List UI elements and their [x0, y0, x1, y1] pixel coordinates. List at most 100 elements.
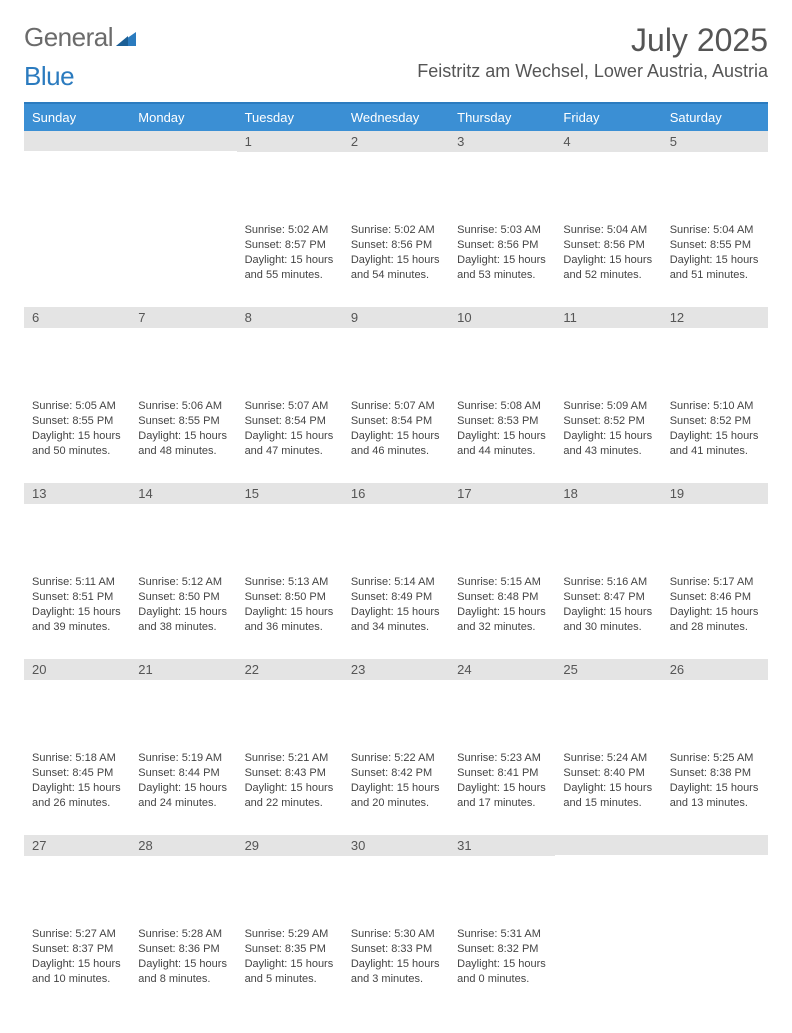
- day-cell-body: Sunrise: 5:30 AMSunset: 8:33 PMDaylight:…: [343, 923, 449, 996]
- day-content-row: Sunrise: 5:27 AMSunset: 8:37 PMDaylight:…: [24, 923, 768, 1011]
- day-number-row: 20212223242526: [24, 659, 768, 747]
- sunrise-line: Sunrise: 5:27 AM: [32, 927, 122, 942]
- day-cell: Sunrise: 5:06 AMSunset: 8:55 PMDaylight:…: [130, 395, 236, 483]
- sunrise-line: Sunrise: 5:19 AM: [138, 751, 228, 766]
- day-number: 27: [24, 835, 130, 856]
- month-title: July 2025: [417, 22, 768, 59]
- day-cell: Sunrise: 5:22 AMSunset: 8:42 PMDaylight:…: [343, 747, 449, 835]
- day-number: 14: [130, 483, 236, 504]
- sunrise-line: Sunrise: 5:02 AM: [245, 223, 335, 238]
- daylight-line: Daylight: 15 hours and 55 minutes.: [245, 253, 335, 283]
- day-cell: Sunrise: 5:30 AMSunset: 8:33 PMDaylight:…: [343, 923, 449, 1011]
- day-cell: Sunrise: 5:12 AMSunset: 8:50 PMDaylight:…: [130, 571, 236, 659]
- day-number: 6: [24, 307, 130, 328]
- sunrise-line: Sunrise: 5:30 AM: [351, 927, 441, 942]
- day-cell: Sunrise: 5:28 AMSunset: 8:36 PMDaylight:…: [130, 923, 236, 1011]
- day-number: 12: [662, 307, 768, 328]
- day-cell-body: Sunrise: 5:13 AMSunset: 8:50 PMDaylight:…: [237, 571, 343, 644]
- day-cell-body: Sunrise: 5:27 AMSunset: 8:37 PMDaylight:…: [24, 923, 130, 996]
- day-number-cell: [130, 131, 236, 219]
- day-cell-body: Sunrise: 5:18 AMSunset: 8:45 PMDaylight:…: [24, 747, 130, 820]
- day-cell: Sunrise: 5:07 AMSunset: 8:54 PMDaylight:…: [237, 395, 343, 483]
- sunset-line: Sunset: 8:33 PM: [351, 942, 441, 957]
- day-number-cell: 7: [130, 307, 236, 395]
- day-number-cell: 9: [343, 307, 449, 395]
- day-number: 26: [662, 659, 768, 680]
- day-cell: Sunrise: 5:17 AMSunset: 8:46 PMDaylight:…: [662, 571, 768, 659]
- day-number: 2: [343, 131, 449, 152]
- sunset-line: Sunset: 8:36 PM: [138, 942, 228, 957]
- sunset-line: Sunset: 8:45 PM: [32, 766, 122, 781]
- day-number-row: 12345: [24, 131, 768, 219]
- day-header: Wednesday: [343, 103, 449, 131]
- calendar-head: SundayMondayTuesdayWednesdayThursdayFrid…: [24, 103, 768, 131]
- day-cell: [130, 219, 236, 307]
- sunset-line: Sunset: 8:40 PM: [563, 766, 653, 781]
- daylight-line: Daylight: 15 hours and 47 minutes.: [245, 429, 335, 459]
- day-number: 30: [343, 835, 449, 856]
- sunset-line: Sunset: 8:46 PM: [670, 590, 760, 605]
- location-text: Feistritz am Wechsel, Lower Austria, Aus…: [417, 61, 768, 82]
- day-cell-body: Sunrise: 5:17 AMSunset: 8:46 PMDaylight:…: [662, 571, 768, 644]
- sunrise-line: Sunrise: 5:29 AM: [245, 927, 335, 942]
- daylight-line: Daylight: 15 hours and 0 minutes.: [457, 957, 547, 987]
- day-cell: Sunrise: 5:08 AMSunset: 8:53 PMDaylight:…: [449, 395, 555, 483]
- daylight-line: Daylight: 15 hours and 3 minutes.: [351, 957, 441, 987]
- sunset-line: Sunset: 8:41 PM: [457, 766, 547, 781]
- day-cell-body: Sunrise: 5:14 AMSunset: 8:49 PMDaylight:…: [343, 571, 449, 644]
- logo-triangle-icon: [116, 22, 136, 53]
- sunset-line: Sunset: 8:56 PM: [457, 238, 547, 253]
- day-number-cell: 8: [237, 307, 343, 395]
- day-cell: Sunrise: 5:04 AMSunset: 8:56 PMDaylight:…: [555, 219, 661, 307]
- day-cell-body: Sunrise: 5:02 AMSunset: 8:56 PMDaylight:…: [343, 219, 449, 292]
- day-number: 15: [237, 483, 343, 504]
- day-number: 17: [449, 483, 555, 504]
- sunrise-line: Sunrise: 5:04 AM: [563, 223, 653, 238]
- sunrise-line: Sunrise: 5:06 AM: [138, 399, 228, 414]
- day-number-cell: 3: [449, 131, 555, 219]
- day-number-cell: 20: [24, 659, 130, 747]
- day-cell: Sunrise: 5:25 AMSunset: 8:38 PMDaylight:…: [662, 747, 768, 835]
- day-cell: Sunrise: 5:31 AMSunset: 8:32 PMDaylight:…: [449, 923, 555, 1011]
- day-number-cell: 2: [343, 131, 449, 219]
- sunset-line: Sunset: 8:55 PM: [32, 414, 122, 429]
- day-cell: Sunrise: 5:15 AMSunset: 8:48 PMDaylight:…: [449, 571, 555, 659]
- day-number-cell: 19: [662, 483, 768, 571]
- day-number: 4: [555, 131, 661, 152]
- day-number: 24: [449, 659, 555, 680]
- day-number-cell: 25: [555, 659, 661, 747]
- sunrise-line: Sunrise: 5:02 AM: [351, 223, 441, 238]
- day-cell-body: Sunrise: 5:29 AMSunset: 8:35 PMDaylight:…: [237, 923, 343, 996]
- sunset-line: Sunset: 8:55 PM: [138, 414, 228, 429]
- day-cell: Sunrise: 5:05 AMSunset: 8:55 PMDaylight:…: [24, 395, 130, 483]
- day-number-cell: 6: [24, 307, 130, 395]
- day-number: 11: [555, 307, 661, 328]
- daylight-line: Daylight: 15 hours and 38 minutes.: [138, 605, 228, 635]
- day-number-cell: 10: [449, 307, 555, 395]
- day-header: Monday: [130, 103, 236, 131]
- sunrise-line: Sunrise: 5:14 AM: [351, 575, 441, 590]
- day-header: Tuesday: [237, 103, 343, 131]
- daylight-line: Daylight: 15 hours and 8 minutes.: [138, 957, 228, 987]
- sunset-line: Sunset: 8:52 PM: [563, 414, 653, 429]
- sunset-line: Sunset: 8:50 PM: [245, 590, 335, 605]
- day-number: 21: [130, 659, 236, 680]
- day-cell: Sunrise: 5:24 AMSunset: 8:40 PMDaylight:…: [555, 747, 661, 835]
- day-cell-body: Sunrise: 5:02 AMSunset: 8:57 PMDaylight:…: [237, 219, 343, 292]
- sunrise-line: Sunrise: 5:12 AM: [138, 575, 228, 590]
- day-cell-body: Sunrise: 5:07 AMSunset: 8:54 PMDaylight:…: [237, 395, 343, 468]
- day-number: 28: [130, 835, 236, 856]
- day-cell: Sunrise: 5:18 AMSunset: 8:45 PMDaylight:…: [24, 747, 130, 835]
- day-number: 25: [555, 659, 661, 680]
- day-number: 8: [237, 307, 343, 328]
- logo-word-2: Blue: [24, 61, 74, 91]
- sunset-line: Sunset: 8:32 PM: [457, 942, 547, 957]
- day-number-cell: 26: [662, 659, 768, 747]
- day-cell: Sunrise: 5:13 AMSunset: 8:50 PMDaylight:…: [237, 571, 343, 659]
- day-number: 18: [555, 483, 661, 504]
- sunrise-line: Sunrise: 5:08 AM: [457, 399, 547, 414]
- sunset-line: Sunset: 8:51 PM: [32, 590, 122, 605]
- day-number: 13: [24, 483, 130, 504]
- day-cell: Sunrise: 5:04 AMSunset: 8:55 PMDaylight:…: [662, 219, 768, 307]
- day-number-cell: 31: [449, 835, 555, 923]
